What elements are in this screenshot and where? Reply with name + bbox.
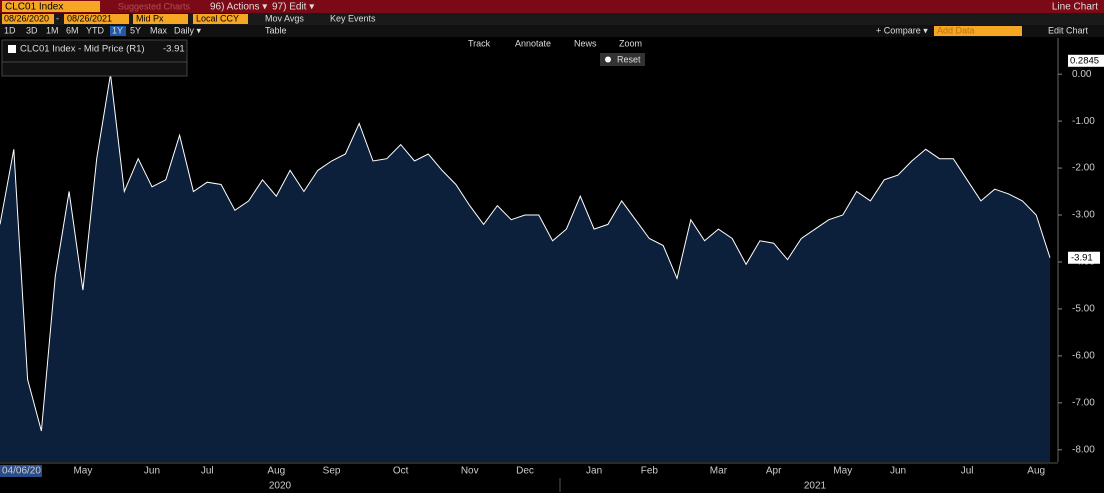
- period-button[interactable]: 1Y: [112, 25, 123, 35]
- ticker-box[interactable]: [2, 1, 100, 12]
- x-tick-label: Mar: [710, 466, 728, 477]
- x-tick-label: Feb: [641, 466, 659, 477]
- chart-tool[interactable]: Zoom: [619, 38, 642, 48]
- y-tick-label: -7.00: [1072, 397, 1095, 408]
- last-value-box: [1068, 251, 1100, 264]
- legend-swatch[interactable]: [8, 45, 16, 53]
- x-tick-label: Apr: [766, 466, 782, 477]
- start-label-box: [0, 465, 42, 477]
- legend-box: [1, 39, 188, 77]
- x-tick-label: Jul: [201, 466, 214, 477]
- ticker[interactable]: CLC01 Index: [5, 2, 63, 13]
- add-data-box[interactable]: [934, 26, 1022, 36]
- edit-menu[interactable]: 97) Edit ▾: [272, 2, 314, 13]
- legend-name: CLC01 Index - Mid Price (R1): [20, 44, 145, 55]
- reset-icon: [605, 56, 611, 63]
- y-tick-label: -2.00: [1072, 163, 1095, 174]
- x-tick-label: Jan: [586, 466, 602, 477]
- settings-bar: [0, 13, 1104, 25]
- mov-avgs[interactable]: Mov Avgs: [265, 13, 304, 23]
- frequency[interactable]: Daily ▾: [174, 25, 202, 35]
- y-tick-label: -3.00: [1072, 210, 1095, 221]
- x-tick-label: Sep: [323, 466, 341, 477]
- period-bar: [0, 25, 1104, 37]
- y-tick-label: -8.00: [1072, 444, 1095, 455]
- period-button[interactable]: 1M: [46, 25, 59, 35]
- chart-tools: Track Annotate News Zoom: [468, 38, 642, 48]
- y-tick-label: -5.00: [1072, 304, 1095, 315]
- last-value-label: -3.91: [1071, 252, 1093, 263]
- legend-value: -3.91: [163, 44, 185, 55]
- actions-menu[interactable]: 96) Actions ▾: [210, 2, 267, 13]
- y-tick-label: -1.00: [1072, 116, 1095, 127]
- start-date[interactable]: 08/26/2020: [4, 13, 49, 23]
- start-box[interactable]: [2, 14, 54, 24]
- chart-tool[interactable]: News: [574, 38, 597, 48]
- date-separator: -: [56, 13, 59, 23]
- x-tick-label: Nov: [461, 466, 479, 477]
- area: [0, 74, 1050, 462]
- period-button[interactable]: Max: [150, 25, 168, 35]
- start-label: 04/06/20: [2, 466, 41, 477]
- x-tick-label: May: [833, 466, 852, 477]
- period-button[interactable]: 5Y: [130, 25, 141, 35]
- add-data[interactable]: Add Data: [937, 25, 975, 35]
- y-tick-label: 0.00: [1072, 69, 1092, 80]
- period-button[interactable]: 1D: [4, 25, 16, 35]
- price-field[interactable]: Mid Px: [136, 13, 164, 23]
- compare-button[interactable]: + Compare ▾: [876, 25, 928, 35]
- edit-chart[interactable]: Edit Chart: [1048, 25, 1089, 35]
- end-date[interactable]: 08/26/2021: [67, 13, 112, 23]
- year-label: 2020: [269, 481, 292, 492]
- reset-button[interactable]: [600, 53, 645, 66]
- reset[interactable]: Reset: [617, 54, 641, 64]
- x-tick-label: Dec: [516, 466, 534, 477]
- marker-box: [1068, 54, 1104, 67]
- period-buttons: 1D 3D 1M 6M YTD 1Y 5Y Max: [4, 25, 168, 36]
- x-tick-label: Oct: [393, 466, 409, 477]
- period-button[interactable]: 3D: [26, 25, 38, 35]
- x-tick-label: Jul: [961, 466, 974, 477]
- period-button[interactable]: YTD: [86, 25, 105, 35]
- x-tick-label: Jun: [144, 466, 160, 477]
- x-tick-label: May: [73, 466, 92, 477]
- field-box[interactable]: [133, 14, 188, 24]
- active-period: [110, 26, 126, 36]
- ccy-box[interactable]: [193, 14, 248, 24]
- title-bar: [0, 0, 1104, 13]
- chart-tool[interactable]: Track: [468, 38, 491, 48]
- chart-tool[interactable]: Annotate: [515, 38, 551, 48]
- y-tick-label: -6.00: [1072, 351, 1095, 362]
- chart-kind: Line Chart: [1052, 2, 1098, 13]
- key-events[interactable]: Key Events: [330, 13, 376, 23]
- table-button[interactable]: Table: [265, 25, 287, 35]
- year-label: 2021: [804, 481, 827, 492]
- x-tick-label: Jun: [890, 466, 906, 477]
- line: [0, 74, 1051, 432]
- marker-label: 0.2845: [1070, 55, 1099, 66]
- chart: 0.00-1.00-2.00-3.00-4.00-5.00-6.00-7.00-…: [0, 38, 1104, 492]
- currency[interactable]: Local CCY: [196, 13, 239, 23]
- suggested-charts[interactable]: Suggested Charts: [118, 1, 191, 11]
- period-button[interactable]: 6M: [66, 25, 79, 35]
- end-box[interactable]: [64, 14, 129, 24]
- x-tick-label: Aug: [1027, 466, 1045, 477]
- x-tick-label: Aug: [267, 466, 285, 477]
